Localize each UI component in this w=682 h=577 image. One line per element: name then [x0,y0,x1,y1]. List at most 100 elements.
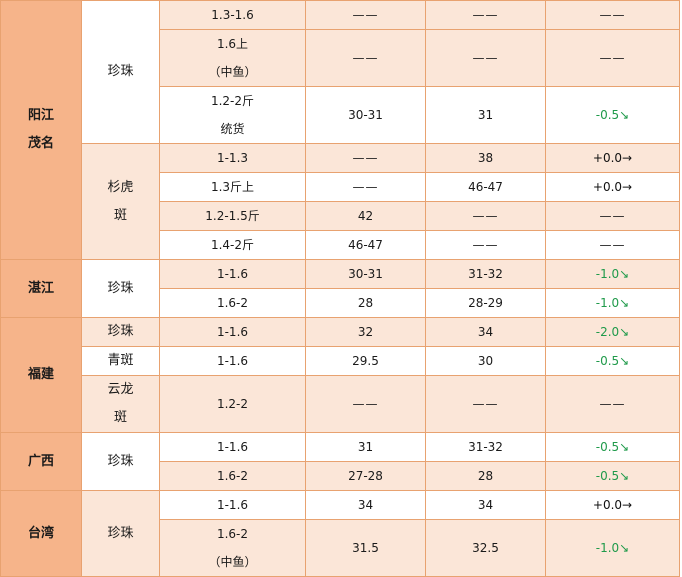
change-cell: -0.5↘ [545,346,680,376]
price-cell: 27-28 [305,461,426,491]
price-cell: 34 [425,490,546,520]
table-row: 1.4-2斤 46-47 —— —— [1,230,680,260]
region-label: 茂名 [27,136,54,151]
change-cell: -0.5↘ [545,432,680,462]
species-cell: 珍珠 [81,317,160,347]
region-cell-taiwan: 台湾 [0,490,82,577]
table-row: 云龙 斑 1.2-2 —— —— —— [1,375,680,433]
change-cell: +0.0→ [545,490,680,520]
species-cell: 杉虎 斑 [81,143,160,260]
price-cell: 30-31 [305,86,426,144]
price-cell: 30-31 [305,259,426,289]
region-label: 阳江 [27,108,54,123]
price-cell: 32 [305,317,426,347]
price-cell: 34 [425,317,546,347]
price-cell: 31-32 [425,432,546,462]
spec-line: 1.2-2斤 [210,94,255,108]
price-cell: —— [425,0,546,30]
change-cell: +0.0→ [545,172,680,202]
spec-line: （中鱼） [208,555,257,569]
change-cell: —— [545,230,680,260]
spec-cell: 1.6-2 [159,288,306,318]
price-cell: 28 [425,461,546,491]
species-line: 斑 [113,207,127,223]
spec-cell: 1.3斤上 [159,172,306,202]
change-cell: -0.5↘ [545,86,680,144]
price-cell: 31 [305,432,426,462]
spec-cell: 1-1.3 [159,143,306,173]
spec-cell: 1-1.6 [159,346,306,376]
table-row: 杉虎 斑 1-1.3 —— 38 +0.0→ [1,143,680,260]
price-cell: —— [425,230,546,260]
price-cell: —— [425,29,546,87]
price-cell: —— [425,375,546,433]
change-cell: -0.5↘ [545,461,680,491]
spec-cell: 1.6-2 [159,461,306,491]
species-cell: 珍珠 [81,490,160,577]
table-row: 1.3斤上 —— 46-47 +0.0→ [1,172,680,202]
price-cell: 42 [305,201,426,231]
change-cell: -2.0↘ [545,317,680,347]
region-cell-zhanjiang: 湛江 [0,259,82,318]
change-cell: -1.0↘ [545,259,680,289]
species-line: 杉虎 [107,179,134,195]
region-cell-yangjiang: 阳江 茂名 [0,0,82,260]
change-cell: +0.0→ [545,143,680,173]
price-cell: 31 [425,86,546,144]
spec-line: 1.6上 [216,37,249,51]
price-cell: —— [305,143,426,173]
price-cell: —— [305,0,426,30]
price-cell: 46-47 [425,172,546,202]
table-row: 台湾 珍珠 1-1.6 34 34 +0.0→ [0,490,680,577]
spec-cell: 1-1.6 [159,432,306,462]
price-cell: 28-29 [425,288,546,318]
price-cell: 31.5 [305,519,426,577]
table-row: 福建 珍珠 1-1.6 32 34 -2.0↘ [0,317,680,433]
region-cell-fujian: 福建 [0,317,82,433]
spec-line: 1.6-2 [216,527,249,541]
price-cell: 29.5 [305,346,426,376]
table-row: 阳江 茂名 珍珠 1.3-1.6 —— —— —— [0,0,680,260]
table-row: 1.2-2斤 统货 30-31 31 -0.5↘ [1,86,680,144]
spec-line: 统货 [220,122,245,136]
species-cell: 珍珠 [81,432,160,491]
table-row: 1.6-2 27-28 28 -0.5↘ [1,461,680,491]
table-row: 广西 珍珠 1-1.6 31 31-32 -0.5↘ [0,432,680,491]
spec-cell: 1.2-2 [159,375,306,433]
price-cell: 38 [425,143,546,173]
price-cell: —— [305,29,426,87]
spec-cell: 1.6-2 （中鱼） [159,519,306,577]
species-cell: 青斑 [81,346,160,376]
spec-cell: 1-1.6 [159,317,306,347]
table-row: 1.6上 （中鱼） —— —— —— [1,29,680,87]
species-cell: 珍珠 [81,259,160,318]
change-cell: —— [545,201,680,231]
price-cell: 46-47 [305,230,426,260]
spec-cell: 1.3-1.6 [159,0,306,30]
price-cell: —— [425,201,546,231]
spec-cell: 1-1.6 [159,490,306,520]
species-cell: 云龙 斑 [81,375,160,433]
spec-cell: 1.4-2斤 [159,230,306,260]
price-cell: 31-32 [425,259,546,289]
price-cell: 32.5 [425,519,546,577]
region-cell-guangxi: 广西 [0,432,82,491]
spec-cell: 1.6上 （中鱼） [159,29,306,87]
price-cell: —— [305,172,426,202]
spec-cell: 1-1.6 [159,259,306,289]
price-cell: —— [305,375,426,433]
species-line: 云龙 [107,382,134,397]
change-cell: —— [545,375,680,433]
spec-cell: 1.2-1.5斤 [159,201,306,231]
spec-cell: 1.2-2斤 统货 [159,86,306,144]
change-cell: -1.0↘ [545,519,680,577]
table-row: 青斑 1-1.6 29.5 30 -0.5↘ [1,346,680,376]
price-cell: 34 [305,490,426,520]
change-cell: —— [545,0,680,30]
species-cell: 珍珠 [81,0,160,144]
spec-line: （中鱼） [208,65,257,79]
table-row: 湛江 珍珠 1-1.6 30-31 31-32 -1.0↘ [0,259,680,318]
change-cell: —— [545,29,680,87]
